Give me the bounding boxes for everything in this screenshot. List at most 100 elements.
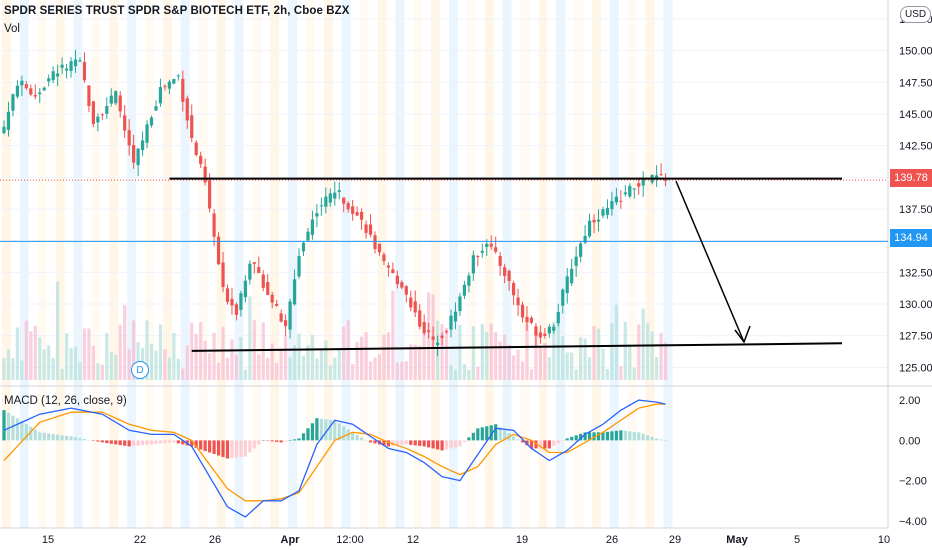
- volume-bar: [453, 369, 458, 380]
- price-tick-label: 125.00: [899, 362, 932, 374]
- session-stripe: [305, 0, 315, 528]
- signal-line: [3, 403, 666, 502]
- volume-bar: [422, 330, 426, 380]
- candle-body: [663, 180, 668, 182]
- volume-bar: [391, 290, 395, 380]
- volume-bar: [270, 343, 274, 380]
- candle-body: [199, 155, 203, 165]
- macd-histogram-bar: [404, 440, 408, 445]
- session-stripe: [109, 0, 119, 528]
- macd-histogram-bar: [337, 423, 341, 441]
- candle-body: [87, 85, 91, 107]
- session-stripe: [145, 0, 154, 528]
- candle-body: [529, 317, 534, 323]
- volume-bar: [556, 320, 560, 380]
- volume-bar: [82, 328, 87, 380]
- session-stripe: [377, 0, 387, 528]
- macd-histogram-bar: [38, 432, 42, 441]
- macd-histogram-bar: [601, 432, 605, 441]
- macd-histogram-bar: [315, 418, 319, 441]
- candle-body: [641, 178, 645, 186]
- candle-body: [114, 91, 118, 104]
- macd-histogram-bar: [485, 426, 489, 441]
- candle-body: [605, 207, 610, 215]
- volume-bar: [185, 345, 189, 380]
- session-stripe: [216, 0, 226, 528]
- macd-histogram-bar: [592, 432, 596, 441]
- volume-bar: [404, 361, 408, 380]
- candle-body: [60, 64, 64, 68]
- candle-body: [284, 320, 288, 327]
- time-tick-label: 12: [407, 534, 419, 546]
- candle-body: [266, 282, 270, 295]
- candle-body: [516, 297, 520, 306]
- macd-histogram-bar: [29, 426, 33, 441]
- volume-bar: [480, 323, 484, 380]
- volume-bar: [11, 358, 15, 380]
- volume-bar: [368, 361, 373, 380]
- macd-histogram-bar: [444, 440, 449, 450]
- volume-bar: [418, 345, 422, 380]
- candle-body: [342, 197, 346, 204]
- time-tick-label: 26: [209, 534, 221, 546]
- volume-bar: [292, 345, 297, 380]
- macd-histogram-bar: [158, 440, 163, 444]
- candle-body: [458, 296, 462, 312]
- volume-bar: [570, 352, 574, 380]
- macd-histogram-bar: [96, 440, 100, 442]
- macd-histogram-bar: [87, 439, 91, 441]
- volume-bar: [261, 322, 265, 380]
- macd-histogram-bar: [498, 427, 502, 441]
- macd-histogram-bar: [123, 440, 127, 446]
- volume-bar: [69, 347, 73, 380]
- volume-bar: [587, 357, 592, 380]
- projection-arrow: [675, 180, 745, 343]
- volume-bar: [279, 349, 283, 380]
- hline-price-tag: 134.94: [890, 229, 932, 247]
- price-tick-label: 132.50: [899, 267, 932, 279]
- macd-histogram-bar: [614, 430, 618, 441]
- session-stripe: [645, 0, 655, 528]
- dividend-marker[interactable]: D: [131, 361, 149, 379]
- candle-body: [176, 75, 180, 77]
- macd-label: MACD (12, 26, close, 9): [4, 395, 127, 407]
- macd-histogram-bar: [637, 432, 641, 441]
- candle-body: [511, 282, 516, 296]
- candle-body: [292, 279, 297, 305]
- price-tick-label: 137.50: [899, 204, 932, 216]
- macd-histogram-bar: [194, 440, 198, 448]
- candle-body: [270, 294, 274, 303]
- macd-histogram-bar: [33, 429, 37, 441]
- volume-bar: [565, 352, 569, 380]
- macd-histogram-bar: [109, 440, 113, 444]
- volume-bar: [275, 362, 279, 380]
- time-tick-label: 22: [134, 534, 146, 546]
- session-stripe: [574, 0, 584, 528]
- macd-histogram-bar: [503, 430, 507, 441]
- session-stripe: [359, 0, 369, 528]
- candle-body: [190, 115, 194, 139]
- volume-bar: [208, 353, 212, 380]
- volume-bar: [614, 304, 618, 380]
- session-stripe: [538, 0, 548, 528]
- macd-histogram-bar: [623, 430, 627, 441]
- volume-bar: [149, 343, 154, 380]
- volume-bar: [109, 352, 113, 380]
- macd-histogram-bar: [42, 432, 46, 441]
- candle-body: [216, 236, 221, 265]
- session-stripe: [556, 0, 566, 528]
- volume-bar: [641, 308, 645, 380]
- candle-body: [659, 174, 663, 176]
- volume-bar: [42, 349, 46, 380]
- candle-body: [82, 62, 87, 81]
- currency-badge[interactable]: USD: [900, 6, 932, 23]
- macd-histogram-bar: [181, 440, 185, 445]
- session-stripe: [520, 0, 530, 528]
- candle-body: [623, 192, 627, 195]
- volume-bar: [400, 361, 404, 380]
- volume-bar: [579, 337, 583, 380]
- macd-histogram-bar: [199, 440, 203, 450]
- volume-bar: [118, 324, 122, 380]
- volume-bar: [498, 341, 502, 380]
